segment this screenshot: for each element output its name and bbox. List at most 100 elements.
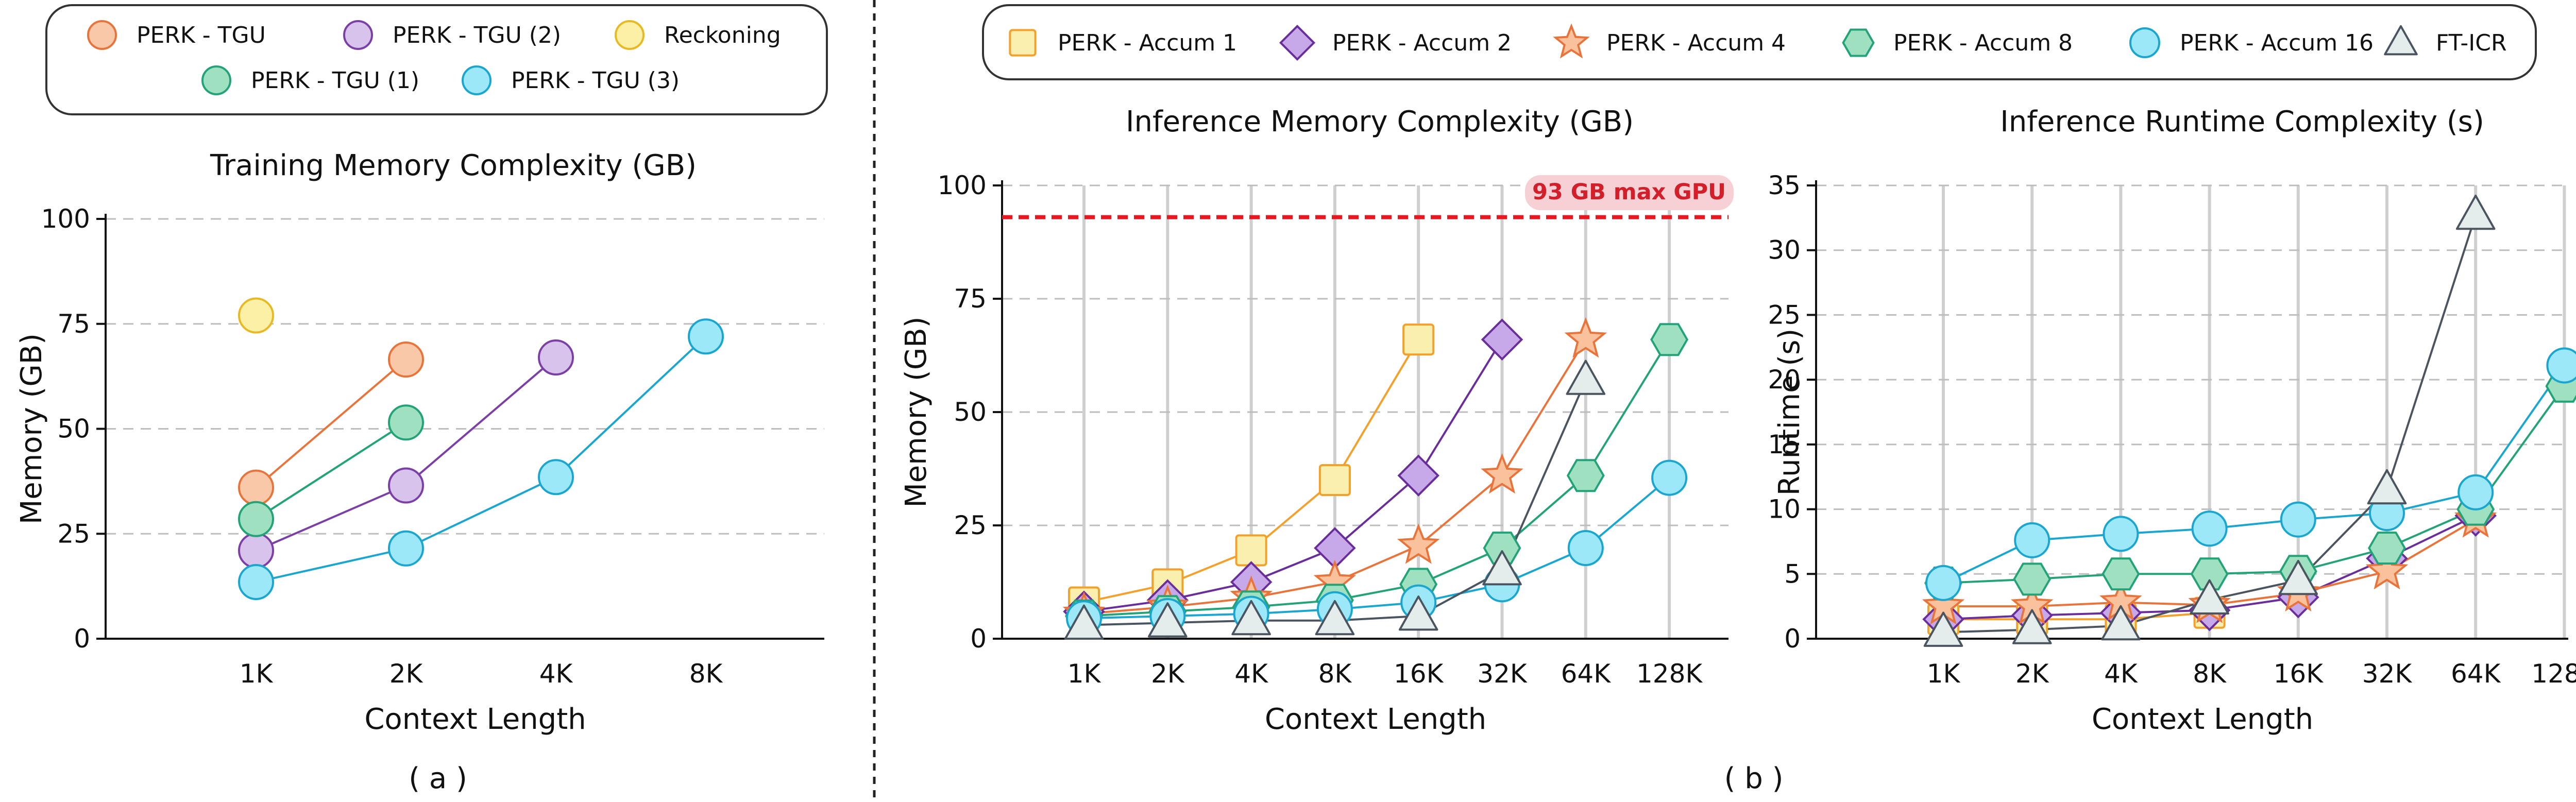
data-point-perk-tgu-3 (238, 564, 274, 600)
y-tick-label: 100 (938, 170, 987, 200)
legend-marker-perk-tgu-3 (462, 65, 492, 95)
data-point-perk-accum-16 (1925, 565, 1961, 601)
data-point-perk-accum-8 (2190, 557, 2229, 591)
x-tick-label: 8K (1318, 659, 1352, 689)
data-point-ft-icr (2012, 609, 2052, 644)
legend-marker-reckoning (615, 20, 645, 50)
data-point-perk-accum-16 (2014, 522, 2050, 558)
x-tick-label: 32K (1477, 659, 1528, 689)
data-point-ft-icr (1398, 595, 1438, 631)
x-tick-label: 1K (240, 659, 274, 689)
data-point-perk-accum-1 (1318, 464, 1351, 497)
legend-b: PERK - Accum 1 PERK - Accum 2 PERK - Accum… (1009, 23, 2507, 61)
legend-marker-perk-accum-16 (2129, 27, 2160, 58)
chart-title: Inference Runtime Complexity (s) (2000, 105, 2484, 139)
legend-label-ft-icr: FT-ICR (2436, 30, 2507, 56)
data-point-perk-accum-16 (2280, 501, 2316, 538)
x-tick-label: 1K (1927, 659, 1961, 689)
data-point-ft-icr (2278, 559, 2318, 595)
legend-label-perk-accum-2: PERK - Accum 2 (1332, 30, 1512, 56)
data-point-reckoning (238, 297, 274, 334)
x-tick-label: 1K (1067, 659, 1101, 689)
y-axis-label: Runtime (s) (1773, 329, 1806, 496)
x-tick-label: 64K (2451, 659, 2501, 689)
series-line-perk-tgu-2 (256, 356, 557, 552)
legend-label-perk-tgu-2: PERK - TGU (2) (393, 22, 561, 48)
series-line-perk-accum-1 (1943, 611, 2210, 621)
x-tick-label: 2K (1151, 659, 1185, 689)
data-point-ft-icr (1315, 600, 1355, 636)
data-point-ft-icr (1148, 602, 1188, 638)
data-point-perk-accum-16 (2103, 516, 2139, 552)
panel-a-caption: ( a ) (409, 762, 467, 795)
y-tick-label: 0 (74, 624, 90, 654)
inference-memory-chart: Inference Memory Complexity (GB) 0 25 50 75 1… (900, 105, 1728, 736)
data-point-perk-tgu (388, 342, 424, 378)
data-point-perk-tgu-2 (238, 532, 274, 569)
data-point-perk-accum-16 (1651, 459, 1688, 496)
inference-runtime-chart: Inference Runtime Complexity (s) 0 5 10 15 20… (1768, 105, 2576, 736)
y-tick-label: 20 (1768, 365, 1801, 395)
panel-b-caption: ( b ) (1724, 762, 1784, 795)
x-tick-label: 4K (539, 659, 573, 689)
x-tick-label: 128K (2531, 659, 2576, 689)
y-tick-label: 5 (1784, 559, 1801, 589)
legend-label-perk-tgu: PERK - TGU (137, 22, 266, 48)
data-point-perk-accum-8 (2013, 562, 2052, 596)
data-point-perk-tgu-1 (238, 501, 274, 537)
data-point-perk-accum-4 (1397, 523, 1440, 564)
data-point-perk-tgu-1 (388, 404, 424, 441)
series-lines (255, 335, 707, 583)
y-tick-label: 0 (1784, 624, 1801, 654)
x-tick-label: 32K (2362, 659, 2413, 689)
data-point-perk-tgu-3 (388, 530, 424, 567)
y-tick-label: 75 (954, 284, 987, 314)
y-tick-label: 10 (1768, 494, 1801, 524)
series-line-perk-tgu-3 (256, 335, 707, 583)
legend-marker-perk-tgu (87, 20, 117, 50)
data-point-perk-tgu-2 (388, 467, 424, 504)
legend-marker-perk-accum-2 (1279, 24, 1316, 61)
legend-a: PERK - TGU PERK - TGU (2) Reckoning PERK - … (87, 20, 781, 95)
data-point-perk-accum-1 (1402, 323, 1435, 356)
series-markers (1922, 194, 2576, 647)
y-tick-label: 15 (1768, 430, 1801, 459)
data-point-perk-accum-16 (1567, 530, 1604, 566)
x-tick-label: 4K (1234, 659, 1268, 689)
legend-label-perk-accum-16: PERK - Accum 16 (2180, 30, 2374, 56)
y-axis-label: Memory (GB) (15, 333, 48, 524)
y-tick-label: 50 (954, 397, 987, 427)
data-point-perk-accum-2 (1397, 454, 1439, 497)
data-point-ft-icr (1482, 550, 1522, 586)
series-markers (1062, 317, 1689, 640)
y-tick-label: 35 (1768, 170, 1801, 200)
data-point-perk-tgu (238, 469, 274, 506)
data-point-ft-icr (2367, 469, 2407, 505)
legend-label-perk-accum-8: PERK - Accum 8 (1893, 30, 2073, 56)
chart-title: Training Memory Complexity (GB) (210, 149, 697, 182)
data-point-perk-accum-1 (1235, 534, 1267, 567)
y-tick-label: 100 (41, 204, 90, 234)
data-point-ft-icr (2101, 605, 2141, 641)
legend-marker-perk-accum-4 (1553, 23, 1590, 59)
data-point-perk-tgu-2 (538, 339, 574, 376)
data-point-ft-icr (1231, 600, 1271, 636)
data-point-perk-accum-8 (1566, 459, 1605, 492)
data-point-perk-accum-16 (2546, 347, 2576, 384)
y-tick-label: 30 (1768, 235, 1801, 265)
series-line-perk-tgu (255, 359, 407, 489)
y-tick-label: 25 (1768, 300, 1801, 330)
x-tick-label: 128K (1636, 659, 1703, 689)
y-axis-label: Memory (GB) (900, 316, 933, 507)
legend-marker-perk-tgu-2 (343, 20, 373, 50)
y-tick-label: 50 (57, 414, 90, 444)
legend-marker-perk-accum-8 (1842, 28, 1875, 57)
data-point-perk-accum-4 (1564, 317, 1607, 358)
legend-label-perk-accum-4: PERK - Accum 4 (1606, 30, 1786, 56)
y-tick-label: 75 (57, 309, 90, 339)
data-point-perk-accum-4 (2365, 549, 2409, 590)
y-tick-label: 0 (970, 624, 987, 654)
data-point-ft-icr (2190, 579, 2229, 615)
gpu-annotation: 93 GB max GPU (1532, 179, 1726, 205)
legend-label-perk-tgu-1: PERK - TGU (1) (251, 67, 419, 94)
